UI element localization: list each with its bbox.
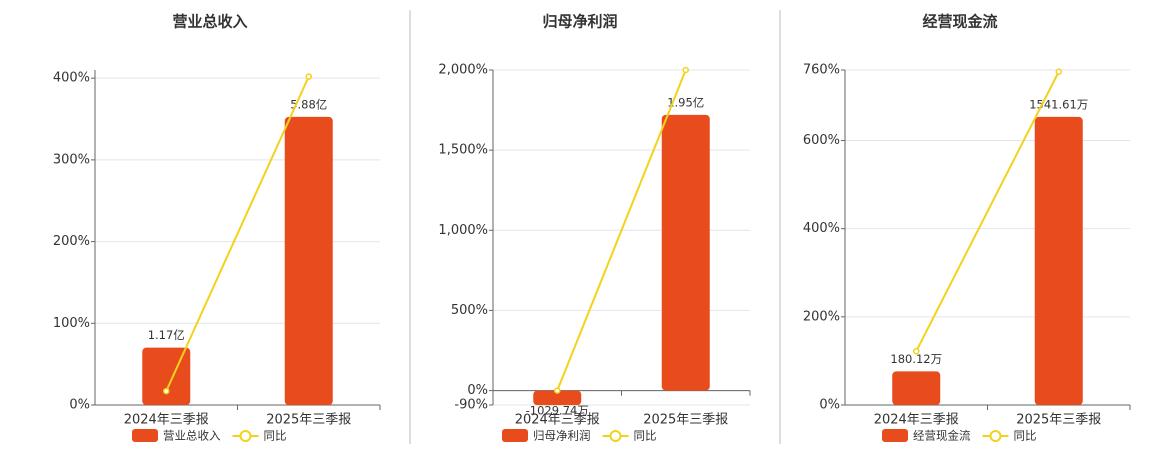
- x-tick-label: 2025年三季报: [643, 413, 728, 428]
- line-point: [1055, 68, 1062, 76]
- y-tick-label: 200%: [803, 309, 840, 324]
- bar-value-label: 1.17亿: [148, 328, 185, 342]
- y-tick-label: 1,500%: [438, 143, 488, 158]
- x-tick-label: 2024年三季报: [124, 413, 209, 428]
- legend-label: 同比: [264, 429, 287, 443]
- y-tick-label: -90%: [454, 398, 488, 413]
- legend-label: 同比: [634, 429, 657, 443]
- bar-value-label: 1541.61万: [1029, 97, 1088, 111]
- x-tick-label: 2024年三季报: [515, 413, 600, 428]
- line-point: [682, 66, 689, 74]
- y-tick-label: 760%: [803, 63, 840, 78]
- legend-label: 经营现金流: [913, 429, 971, 443]
- y-tick-label: 400%: [53, 71, 90, 86]
- bar: [142, 347, 191, 405]
- legend-label: 同比: [1014, 429, 1037, 443]
- y-tick-label: 100%: [53, 316, 90, 331]
- y-tick-label: 0%: [69, 398, 90, 413]
- y-tick-label: 300%: [53, 152, 90, 167]
- legend-label: 营业总收入: [163, 429, 221, 443]
- x-tick-label: 2025年三季报: [266, 413, 351, 428]
- bar-value-label: -1029.74万: [526, 404, 589, 418]
- line-series: [556, 69, 687, 391]
- y-tick-label: 200%: [53, 234, 90, 249]
- bar-value-label: 180.12万: [890, 352, 942, 366]
- bar: [533, 390, 582, 406]
- bar: [892, 371, 941, 405]
- chart-title: 经营现金流: [922, 13, 997, 31]
- y-tick-label: 0%: [819, 398, 840, 413]
- line-point: [163, 387, 170, 395]
- legend-swatch: [502, 429, 528, 442]
- y-tick-label: 400%: [803, 221, 840, 236]
- legend-marker: [989, 430, 1002, 442]
- legend-swatch: [132, 429, 158, 442]
- chart-title: 归母净利润: [542, 13, 617, 31]
- y-tick-label: 1,000%: [438, 223, 488, 238]
- line-series: [165, 76, 310, 392]
- y-tick-label: 500%: [451, 303, 488, 318]
- bar: [1034, 116, 1083, 406]
- legend-swatch: [882, 429, 908, 442]
- chart-title: 营业总收入: [172, 13, 247, 31]
- legend-marker: [239, 430, 252, 442]
- legend-label: 归母净利润: [533, 429, 591, 443]
- line-point: [913, 347, 920, 355]
- bar-value-label: 5.88亿: [290, 97, 327, 111]
- bar-value-label: 1.95亿: [667, 95, 704, 109]
- y-tick-label: 600%: [803, 133, 840, 148]
- x-tick-label: 2025年三季报: [1016, 413, 1101, 428]
- x-tick-label: 2024年三季报: [874, 413, 959, 428]
- line-point: [305, 73, 312, 80]
- y-tick-label: 2,000%: [438, 63, 488, 78]
- bar: [284, 116, 333, 406]
- line-series: [915, 71, 1060, 352]
- legend-marker: [609, 430, 622, 442]
- bar: [661, 114, 710, 391]
- y-tick-label: 0%: [467, 383, 488, 398]
- line-point: [554, 387, 561, 394]
